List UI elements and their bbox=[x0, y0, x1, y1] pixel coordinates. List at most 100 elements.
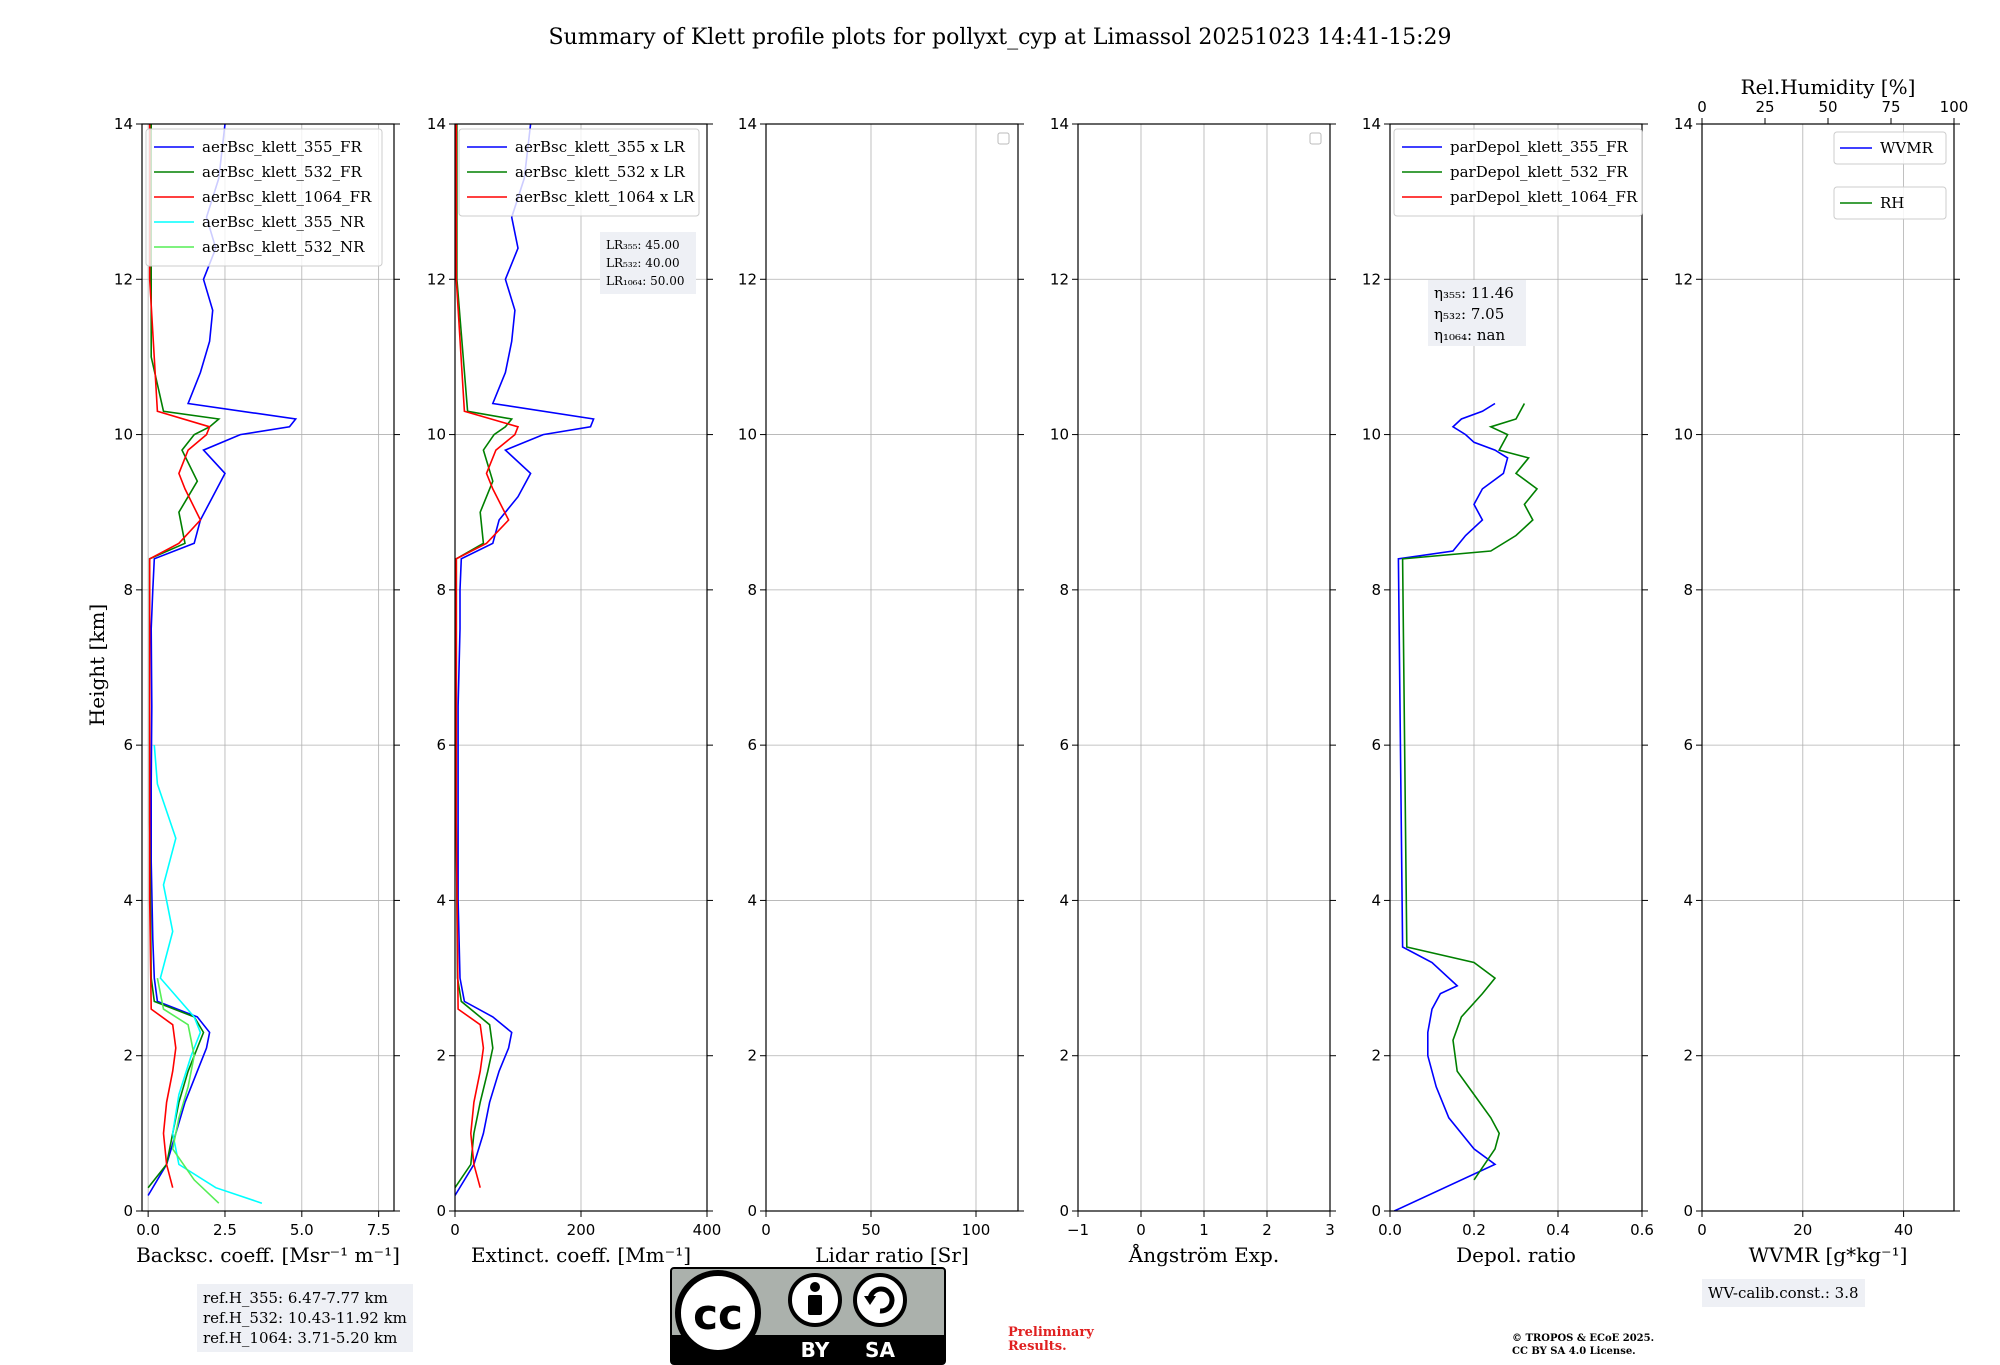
legend-box bbox=[1393, 128, 1643, 217]
top-x-tick-label: 100 bbox=[1940, 98, 1969, 116]
y-tick-label: 4 bbox=[1371, 891, 1381, 909]
y-tick-label: 6 bbox=[1683, 736, 1693, 754]
legend-box bbox=[1833, 186, 1947, 220]
lr-value: LR₅₃₂: 40.00 bbox=[606, 256, 680, 270]
series-line-aerBsc_klett_355_FR bbox=[147, 124, 298, 1196]
y-tick-label: 2 bbox=[1371, 1047, 1381, 1065]
x-axis-label: Depol. ratio bbox=[1456, 1243, 1576, 1267]
sa-label: SA bbox=[865, 1338, 895, 1362]
y-tick-label: 12 bbox=[1050, 270, 1069, 288]
x-tick-label: 0 bbox=[761, 1221, 771, 1239]
legend-entry: parDepol_klett_355_FR bbox=[1450, 138, 1628, 156]
preliminary-line-1: Preliminary bbox=[1008, 1325, 1094, 1340]
eta-value: η₁₀₆₄: nan bbox=[1434, 326, 1505, 344]
legend-entry: aerBsc_klett_355_NR bbox=[202, 213, 365, 231]
lr-annotation: LR₃₅₅: 45.00 LR₅₃₂: 40.00 LR₁₀₆₄: 50.00 bbox=[600, 232, 696, 294]
series-line-parDepol_klett_355_FR bbox=[1393, 402, 1509, 1211]
y-tick-label: 10 bbox=[738, 426, 757, 444]
y-tick-label: 10 bbox=[114, 426, 133, 444]
axes-frame bbox=[1701, 123, 1955, 1212]
legend-entry: aerBsc_klett_532_NR bbox=[202, 238, 365, 256]
series-group bbox=[455, 124, 595, 1196]
series-line-parDepol_klett_532_FR bbox=[1401, 403, 1539, 1181]
x-axis-label: Extinct. coeff. [Mm⁻¹] bbox=[471, 1243, 691, 1267]
top-x-tick-label: 0 bbox=[1697, 98, 1707, 116]
series-group bbox=[1393, 402, 1539, 1211]
x-tick-label: 0.6 bbox=[1630, 1221, 1654, 1239]
series-line-aerBsc_klett_532 x LR bbox=[455, 124, 514, 1189]
y-tick-label: 8 bbox=[123, 581, 133, 599]
y-tick-label: 10 bbox=[427, 426, 446, 444]
top-x-axis-label: Rel.Humidity [%] bbox=[1741, 75, 1916, 99]
y-tick-label: 6 bbox=[747, 736, 757, 754]
x-tick-label: 0.0 bbox=[136, 1221, 160, 1239]
y-tick-label: 12 bbox=[114, 270, 133, 288]
y-tick-label: 4 bbox=[1683, 891, 1693, 909]
cc-license-badge: cc BY SA bbox=[670, 1267, 946, 1365]
y-tick-label: 14 bbox=[114, 115, 133, 133]
x-axis-label: Backsc. coeff. [Msr⁻¹ m⁻¹] bbox=[136, 1243, 400, 1267]
top-x-tick-label: 25 bbox=[1755, 98, 1774, 116]
top-x-tick-label: 75 bbox=[1881, 98, 1900, 116]
series-line-aerBsc_klett_1064 x LR bbox=[455, 124, 520, 1188]
series-line-aerBsc_klett_355_NR bbox=[153, 745, 263, 1204]
x-axis-label: WVMR [g*kg⁻¹] bbox=[1749, 1243, 1908, 1267]
legend-entry: aerBsc_klett_355 x LR bbox=[515, 138, 686, 156]
y-tick-label: 8 bbox=[1371, 581, 1381, 599]
y-tick-label: 4 bbox=[123, 891, 133, 909]
x-tick-label: 0 bbox=[1136, 1221, 1146, 1239]
series-line-aerBsc_klett_355 x LR bbox=[455, 124, 595, 1196]
sa-share-icon bbox=[853, 1273, 907, 1327]
series-line-aerBsc_klett_1064_FR bbox=[148, 124, 211, 1188]
y-tick-label: 0 bbox=[1683, 1202, 1693, 1220]
y-tick-label: 8 bbox=[1683, 581, 1693, 599]
y-tick-label: 0 bbox=[436, 1202, 446, 1220]
legend-entry: WVMR bbox=[1880, 139, 1934, 157]
axes-frame bbox=[765, 123, 1019, 1212]
y-tick-label: 14 bbox=[1362, 115, 1381, 133]
y-tick-label: 10 bbox=[1362, 426, 1381, 444]
y-tick-label: 2 bbox=[1683, 1047, 1693, 1065]
series-line-aerBsc_klett_532_FR bbox=[147, 124, 221, 1189]
y-tick-label: 2 bbox=[747, 1047, 757, 1065]
cc-logo-icon bbox=[675, 1270, 761, 1356]
chart-title: Summary of Klett profile plots for polly… bbox=[548, 25, 1451, 50]
by-label: BY bbox=[801, 1338, 830, 1362]
eta-box-bg bbox=[1428, 280, 1526, 346]
copyright-note: © TROPOS & ECoE 2025. CC BY SA 4.0 Licen… bbox=[1512, 1332, 1654, 1358]
y-tick-label: 14 bbox=[427, 115, 446, 133]
legend-entry: aerBsc_klett_532_FR bbox=[202, 163, 362, 181]
copyright-line-2: CC BY SA 4.0 License. bbox=[1512, 1346, 1636, 1357]
legend-entry: aerBsc_klett_355_FR bbox=[202, 138, 362, 156]
lr-value: LR₃₅₅: 45.00 bbox=[606, 238, 680, 252]
x-axis-label: Ångström Exp. bbox=[1128, 1242, 1279, 1267]
y-tick-label: 12 bbox=[427, 270, 446, 288]
legend-box bbox=[1833, 131, 1947, 165]
legend-entry: parDepol_klett_1064_FR bbox=[1450, 188, 1638, 206]
y-tick-label: 10 bbox=[1674, 426, 1693, 444]
y-tick-label: 6 bbox=[123, 736, 133, 754]
top-x-tick-label: 50 bbox=[1818, 98, 1837, 116]
series-group bbox=[147, 124, 298, 1204]
lr-value: LR₁₀₆₄: 50.00 bbox=[606, 274, 684, 288]
eta-value: η₃₅₅: 11.46 bbox=[1434, 284, 1514, 302]
preliminary-line-2: Results. bbox=[1008, 1339, 1067, 1354]
copyright-line-1: © TROPOS & ECoE 2025. bbox=[1512, 1333, 1655, 1344]
lr-box-bg bbox=[600, 232, 696, 294]
y-tick-label: 6 bbox=[1371, 736, 1381, 754]
legend-entry: aerBsc_klett_1064_FR bbox=[202, 188, 372, 206]
y-tick-label: 12 bbox=[1362, 270, 1381, 288]
ref-h-1064: ref.H_1064: 3.71-5.20 km bbox=[203, 1329, 398, 1347]
y-tick-label: 6 bbox=[1059, 736, 1069, 754]
y-tick-label: 14 bbox=[738, 115, 757, 133]
x-tick-label: 7.5 bbox=[367, 1221, 391, 1239]
x-tick-label: 2 bbox=[1262, 1221, 1272, 1239]
x-tick-label: 40 bbox=[1894, 1221, 1913, 1239]
x-tick-label: 100 bbox=[962, 1221, 991, 1239]
legend-entry: RH bbox=[1880, 194, 1904, 212]
x-axis-label: Lidar ratio [Sr] bbox=[815, 1243, 969, 1267]
panel-5: 0 2 4 6 8 10 12 14 0.0 0.2 0.4 0.6 Depol. ratio parDe… bbox=[1362, 115, 1654, 1267]
